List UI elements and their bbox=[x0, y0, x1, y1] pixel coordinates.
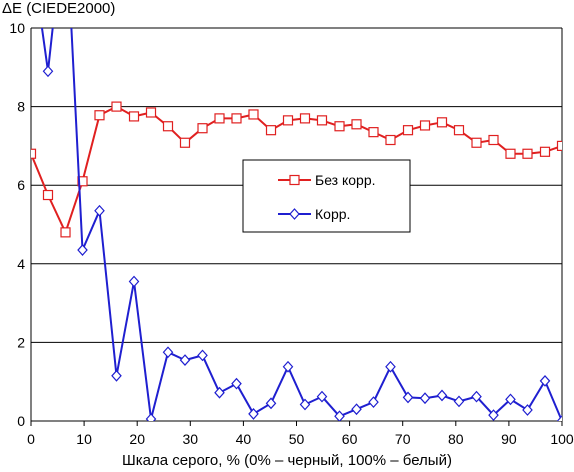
plot-area bbox=[31, 28, 562, 421]
series-1-point-22 bbox=[402, 125, 414, 136]
series-1-point-19 bbox=[351, 119, 362, 130]
x-axis-label: Шкала серого, % (0% – черный, 100% – бел… bbox=[122, 452, 452, 469]
series-1-point-17 bbox=[316, 115, 328, 126]
series-1-point-4 bbox=[94, 110, 105, 121]
x-tick-label-60: 60 bbox=[342, 431, 358, 447]
legend-marker-2 bbox=[289, 208, 300, 220]
series-1-point-15 bbox=[282, 115, 294, 126]
series-2-point-20 bbox=[368, 396, 379, 409]
x-tick-label-50: 50 bbox=[289, 431, 305, 447]
series-2-point-3 bbox=[77, 244, 88, 256]
legend-label-1: Без корр. bbox=[315, 172, 376, 188]
x-tick-label-100: 100 bbox=[550, 431, 574, 447]
series-2-point-15 bbox=[282, 360, 294, 373]
series-1-point-14 bbox=[265, 125, 277, 136]
series-1-point-30 bbox=[539, 146, 551, 157]
series-2-point-4 bbox=[94, 204, 105, 217]
series-2-point-19 bbox=[351, 403, 362, 416]
series-2-point-17 bbox=[316, 390, 328, 403]
x-tick-label-90: 90 bbox=[501, 431, 517, 447]
series-1-point-2 bbox=[60, 227, 71, 238]
series-2-point-29 bbox=[522, 404, 533, 416]
series-1-point-0 bbox=[31, 148, 37, 159]
x-tick-label-20: 20 bbox=[129, 431, 145, 447]
series-2-point-1 bbox=[42, 65, 54, 78]
series-2-point-23 bbox=[419, 392, 431, 405]
series-2-point-18 bbox=[334, 410, 345, 421]
series-2-point-27 bbox=[488, 409, 499, 421]
legend-marker-1 bbox=[289, 174, 300, 186]
legend-box bbox=[242, 159, 411, 233]
series-1-point-5 bbox=[111, 101, 122, 112]
x-tick-label-70: 70 bbox=[395, 431, 411, 447]
series-1-point-24 bbox=[436, 117, 448, 128]
series-1-point-23 bbox=[419, 120, 431, 131]
series-2-point-24 bbox=[436, 389, 448, 402]
series-1-point-13 bbox=[248, 109, 259, 120]
y-tick-label-4: 4 bbox=[17, 256, 25, 272]
legend-label-2: Корр. bbox=[315, 206, 350, 222]
series-2-point-14 bbox=[265, 397, 277, 410]
x-tick-label-80: 80 bbox=[448, 431, 464, 447]
series-2-point-10 bbox=[197, 349, 208, 362]
series-1-point-12 bbox=[231, 113, 242, 124]
series-2-point-28 bbox=[505, 393, 516, 406]
series-2-point-26 bbox=[471, 390, 482, 403]
series-2-point-7 bbox=[145, 413, 157, 421]
series-2-point-6 bbox=[128, 275, 140, 288]
series-1-point-7 bbox=[145, 107, 157, 118]
series-2-point-16 bbox=[299, 398, 311, 411]
series-1-point-31 bbox=[556, 140, 562, 151]
series-1-point-9 bbox=[179, 137, 191, 148]
y-tick-label-6: 6 bbox=[17, 177, 25, 193]
series-1-point-25 bbox=[453, 125, 465, 136]
x-tick-label-0: 0 bbox=[27, 431, 35, 447]
series-2-point-9 bbox=[179, 354, 191, 366]
series-2-point-13 bbox=[248, 408, 259, 420]
series-1-point-16 bbox=[299, 113, 311, 124]
series-1-point-28 bbox=[505, 148, 516, 159]
series-2-point-31 bbox=[556, 415, 562, 421]
series-2-point-5 bbox=[111, 369, 122, 382]
series-1-point-3 bbox=[77, 176, 88, 187]
series-1-point-11 bbox=[214, 113, 225, 124]
legend: Без корр. Корр. bbox=[242, 159, 411, 233]
x-tick-label-10: 10 bbox=[76, 431, 92, 447]
series-1-point-10 bbox=[197, 123, 208, 134]
y-tick-label-10: 10 bbox=[9, 20, 25, 36]
y-tick-label-8: 8 bbox=[17, 99, 25, 115]
series-2-point-12 bbox=[231, 377, 242, 390]
y-tick-label-2: 2 bbox=[17, 334, 25, 350]
series-1-point-6 bbox=[128, 111, 140, 122]
series-1-point-26 bbox=[471, 137, 482, 148]
series-2-point-21 bbox=[385, 360, 396, 373]
x-tick-label-40: 40 bbox=[236, 431, 252, 447]
series-1-point-1 bbox=[42, 189, 54, 201]
y-tick-label-0: 0 bbox=[17, 413, 25, 429]
series-1-point-8 bbox=[162, 121, 174, 132]
series-2-point-22 bbox=[402, 391, 414, 404]
series-1-point-21 bbox=[385, 134, 396, 146]
y-axis-label: ΔE (CIEDE2000) bbox=[2, 0, 116, 17]
series-1-point-29 bbox=[522, 148, 533, 159]
series-1-point-27 bbox=[488, 134, 499, 146]
series-2-point-25 bbox=[453, 395, 465, 408]
series-1-point-18 bbox=[334, 121, 345, 132]
series-1-point-20 bbox=[368, 127, 379, 138]
x-tick-label-30: 30 bbox=[183, 431, 199, 447]
series-2-point-11 bbox=[214, 386, 225, 399]
series-2-point-8 bbox=[162, 346, 174, 359]
series-2-point-30 bbox=[539, 375, 551, 387]
